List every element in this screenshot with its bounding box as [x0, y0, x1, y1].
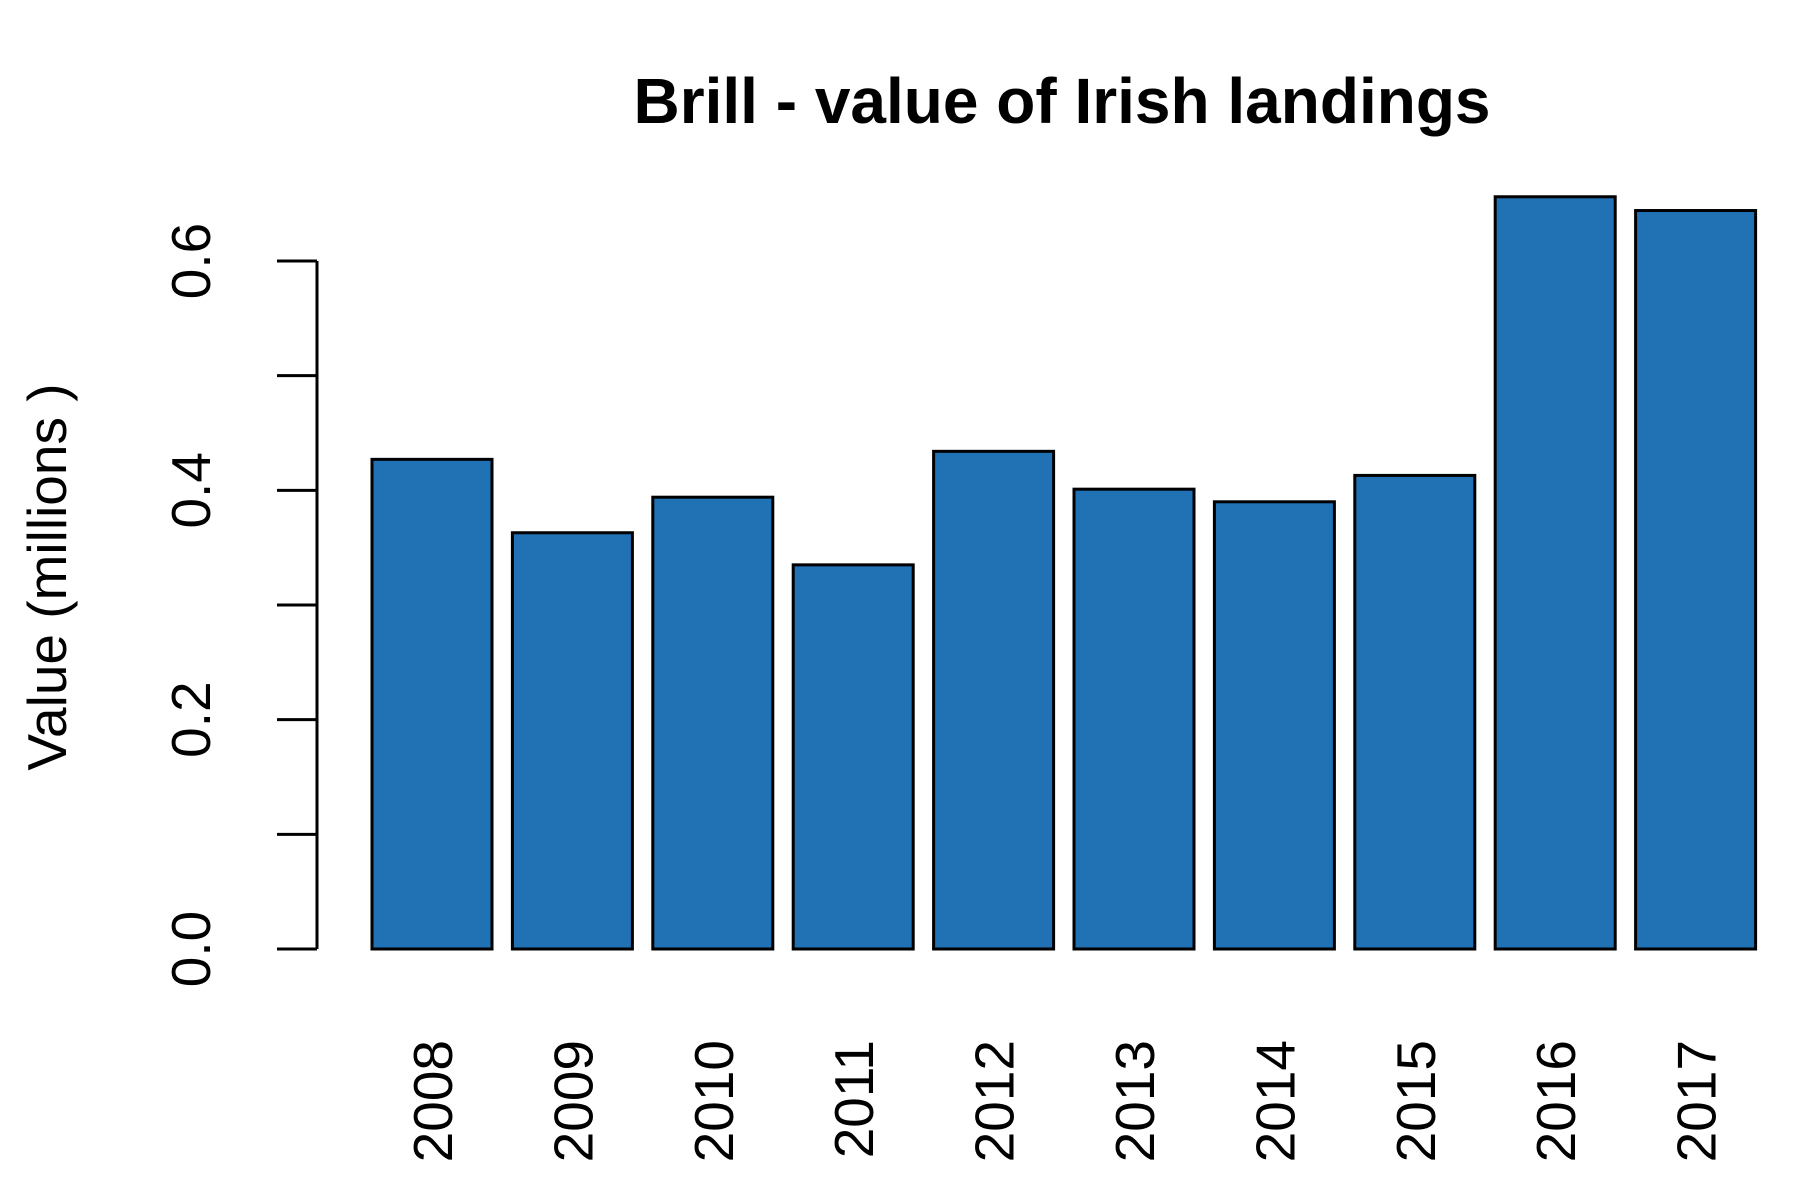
y-tick-label: 0.0 — [160, 911, 222, 987]
x-tick-label: 2011 — [823, 1040, 885, 1158]
bar — [1353, 473, 1477, 951]
bar — [1212, 500, 1336, 951]
bar — [932, 449, 1056, 951]
x-tick-label: 2013 — [1104, 1040, 1166, 1162]
x-tick-label: 2016 — [1525, 1040, 1587, 1162]
bar — [1493, 195, 1617, 951]
bar — [510, 531, 634, 951]
x-tick-label: 2015 — [1385, 1040, 1447, 1162]
y-tick-label: 0.4 — [160, 452, 222, 528]
bar — [370, 457, 494, 951]
bar — [1072, 487, 1196, 951]
y-tick-label: 0.6 — [160, 223, 222, 299]
y-tick-label: 0.2 — [160, 681, 222, 757]
chart-title: Brill - value of Irish landings — [633, 65, 1490, 137]
x-tick-label: 2008 — [402, 1040, 464, 1162]
x-tick-label: 2014 — [1244, 1040, 1306, 1162]
y-axis-label: Value (millions ) — [16, 383, 78, 770]
x-tick-label: 2012 — [964, 1040, 1026, 1162]
x-tick-label: 2017 — [1666, 1040, 1728, 1162]
x-tick-label: 2010 — [683, 1040, 745, 1162]
bar — [1634, 209, 1758, 951]
bar — [651, 495, 775, 951]
x-tick-label: 2009 — [542, 1040, 604, 1162]
bar — [791, 563, 915, 951]
